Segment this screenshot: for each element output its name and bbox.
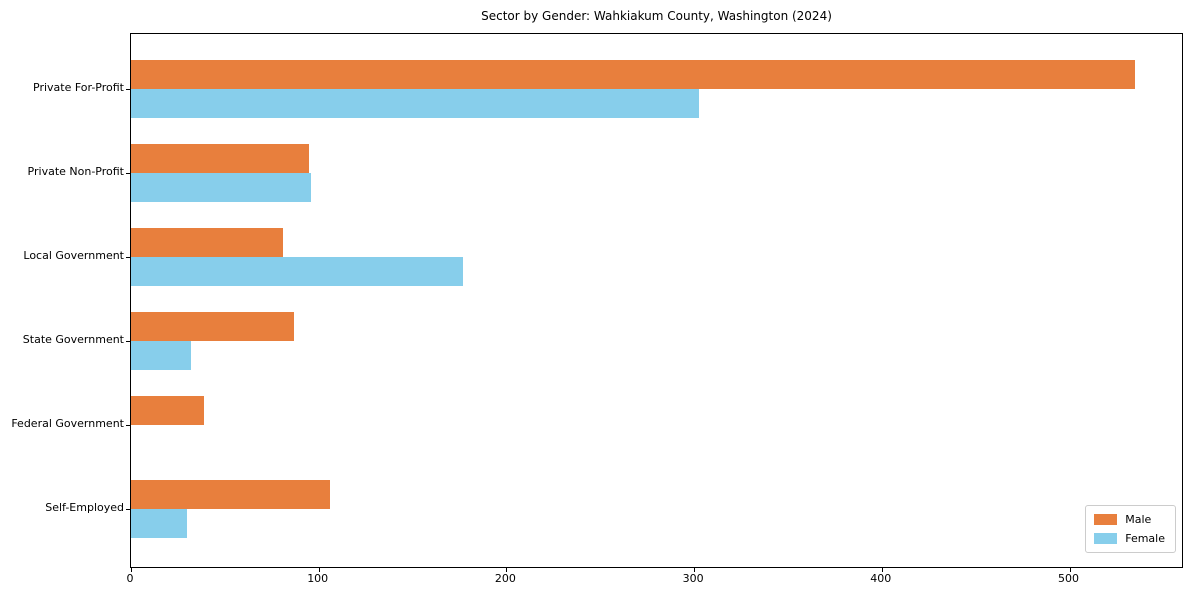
x-tick-label: 100 [307,572,329,585]
y-tick-mark [126,173,130,174]
x-tick-mark [131,568,132,572]
y-tick-label: Private Non-Profit [27,165,124,178]
y-tick-mark [126,425,130,426]
bar-male [131,228,283,257]
bar-female [131,173,311,202]
bar-male [131,144,309,173]
chart-title: Sector by Gender: Wahkiakum County, Wash… [481,9,832,23]
legend-entry: Male [1094,513,1165,526]
x-tick-label: 0 [126,572,134,585]
bar-male [131,312,294,341]
bar-female [131,341,191,370]
legend: Male Female [1085,505,1176,553]
x-tick-label: 500 [1058,572,1079,585]
legend-label: Male [1125,513,1152,526]
y-tick-mark [126,341,130,342]
y-tick-label: Federal Government [11,417,124,430]
bar-male [131,60,1136,89]
y-tick-label: Self-Employed [45,501,124,514]
y-tick-label: State Government [22,333,124,346]
x-tick-label: 400 [870,572,892,585]
x-tick-mark [881,568,883,572]
plot-area: Male Female [126,33,1183,572]
x-tick-label: 300 [682,572,704,585]
x-tick-mark [318,568,320,572]
legend-label: Female [1125,532,1165,545]
x-tick-label: 200 [494,572,516,585]
y-tick-label: Local Government [23,249,124,262]
x-tick-mark [694,568,696,572]
legend-entry: Female [1094,532,1165,545]
x-tick-mark [1069,568,1071,572]
y-tick-mark [126,509,130,510]
bar-female [131,257,463,286]
y-tick-mark [126,257,130,258]
legend-swatch-icon [1094,514,1118,525]
bar-female [131,509,188,538]
y-tick-label: Private For-Profit [33,81,124,94]
legend-swatch-icon [1094,533,1118,544]
x-tick-mark [506,568,508,572]
bar-male [131,480,330,509]
bar-female [131,89,699,118]
y-tick-mark [126,89,130,90]
bar-male [131,396,205,425]
